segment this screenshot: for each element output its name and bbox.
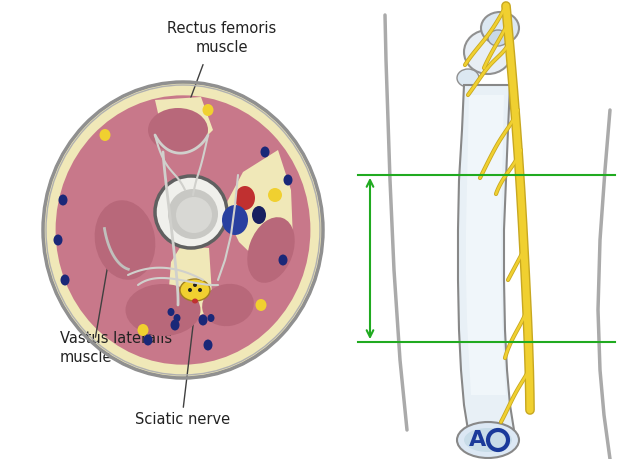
Ellipse shape bbox=[148, 108, 208, 152]
Ellipse shape bbox=[464, 30, 512, 74]
Ellipse shape bbox=[138, 324, 149, 336]
Ellipse shape bbox=[43, 82, 323, 378]
Ellipse shape bbox=[235, 186, 255, 210]
Ellipse shape bbox=[457, 69, 479, 87]
Ellipse shape bbox=[155, 176, 227, 248]
Ellipse shape bbox=[198, 314, 208, 325]
Ellipse shape bbox=[202, 284, 254, 326]
Ellipse shape bbox=[255, 299, 267, 311]
Ellipse shape bbox=[192, 298, 198, 303]
Text: Sciatic nerve: Sciatic nerve bbox=[135, 413, 231, 427]
Ellipse shape bbox=[188, 288, 192, 292]
Polygon shape bbox=[155, 97, 213, 148]
Ellipse shape bbox=[208, 314, 215, 322]
Ellipse shape bbox=[99, 129, 110, 141]
Ellipse shape bbox=[174, 314, 180, 322]
Polygon shape bbox=[466, 95, 506, 395]
Ellipse shape bbox=[53, 235, 63, 246]
Ellipse shape bbox=[56, 95, 311, 365]
Ellipse shape bbox=[170, 319, 180, 330]
Ellipse shape bbox=[488, 30, 508, 46]
Ellipse shape bbox=[180, 279, 210, 301]
Ellipse shape bbox=[457, 422, 519, 458]
Ellipse shape bbox=[252, 206, 266, 224]
Ellipse shape bbox=[168, 189, 218, 239]
Ellipse shape bbox=[464, 428, 512, 452]
Ellipse shape bbox=[95, 200, 156, 280]
Ellipse shape bbox=[167, 308, 174, 316]
Text: Rectus femoris
muscle: Rectus femoris muscle bbox=[167, 21, 277, 56]
Ellipse shape bbox=[143, 335, 153, 346]
Ellipse shape bbox=[268, 188, 282, 202]
Ellipse shape bbox=[198, 288, 202, 292]
Ellipse shape bbox=[176, 197, 212, 233]
Text: Vastus lateralis
muscle: Vastus lateralis muscle bbox=[60, 330, 172, 365]
Ellipse shape bbox=[481, 12, 519, 44]
Ellipse shape bbox=[222, 205, 248, 235]
Ellipse shape bbox=[193, 283, 197, 287]
Ellipse shape bbox=[58, 195, 68, 206]
Ellipse shape bbox=[283, 174, 293, 185]
Ellipse shape bbox=[203, 340, 213, 351]
Ellipse shape bbox=[247, 217, 294, 283]
Ellipse shape bbox=[260, 146, 270, 157]
Ellipse shape bbox=[203, 104, 213, 116]
Polygon shape bbox=[458, 85, 514, 430]
Polygon shape bbox=[168, 246, 213, 318]
Ellipse shape bbox=[278, 254, 288, 265]
Text: A: A bbox=[469, 430, 487, 450]
Ellipse shape bbox=[125, 284, 200, 336]
Ellipse shape bbox=[61, 274, 69, 285]
Polygon shape bbox=[227, 150, 293, 270]
